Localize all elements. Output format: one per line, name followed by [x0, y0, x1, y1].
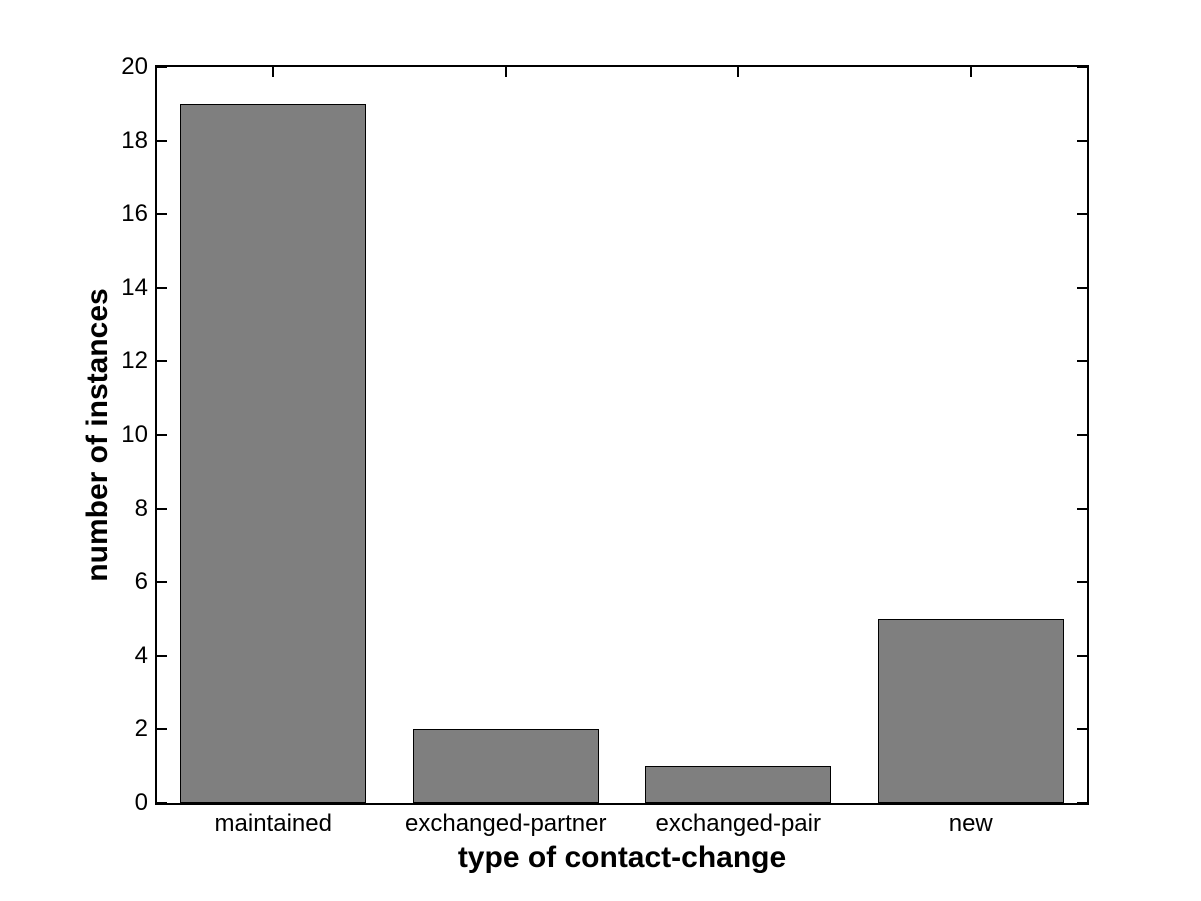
x-tick	[737, 67, 740, 77]
y-tick	[1077, 139, 1087, 142]
y-tick	[157, 360, 167, 363]
bar	[180, 103, 367, 803]
y-tick	[1077, 507, 1087, 510]
y-tick	[157, 286, 167, 289]
x-tick-label: maintained	[214, 810, 332, 837]
y-tick-label: 8	[134, 494, 148, 522]
y-tick-label: 16	[121, 200, 148, 228]
bar	[412, 729, 599, 803]
y-tick	[1077, 66, 1087, 68]
y-tick-label: 2	[134, 715, 148, 743]
x-tick-label: exchanged-pair	[655, 810, 821, 837]
y-tick	[1077, 434, 1087, 436]
bar	[645, 766, 832, 803]
x-tick	[969, 67, 972, 77]
x-tick-label: exchanged-partner	[405, 810, 607, 837]
y-tick	[157, 802, 167, 804]
y-tick-label: 20	[121, 53, 148, 80]
y-tick	[1077, 581, 1087, 584]
y-tick	[157, 507, 167, 510]
plot-area: number of instances type of contact-chan…	[81, 53, 1089, 874]
x-tick	[504, 67, 507, 77]
y-tick	[1077, 728, 1087, 731]
y-tick	[157, 654, 167, 657]
x-axis-label: type of contact-change	[457, 841, 787, 874]
y-tick-label: 6	[134, 568, 148, 596]
y-tick	[157, 213, 167, 216]
x-tick-label: new	[948, 810, 993, 837]
y-tick-label: 10	[121, 421, 148, 448]
bar	[877, 619, 1064, 803]
x-tick	[272, 67, 275, 77]
y-tick-label: 4	[134, 641, 148, 669]
y-tick	[1077, 360, 1087, 363]
y-tick-label: 0	[134, 789, 148, 816]
y-tick	[157, 728, 167, 731]
y-tick	[157, 139, 167, 142]
y-tick-label: 18	[121, 126, 148, 154]
y-tick-label: 12	[121, 347, 148, 375]
y-tick-label: 14	[121, 273, 148, 301]
y-tick	[1077, 802, 1087, 804]
y-tick	[157, 434, 167, 436]
y-tick	[1077, 213, 1087, 216]
y-tick	[157, 581, 167, 584]
y-tick	[157, 66, 167, 68]
y-tick	[1077, 286, 1087, 289]
y-tick	[1077, 654, 1087, 657]
